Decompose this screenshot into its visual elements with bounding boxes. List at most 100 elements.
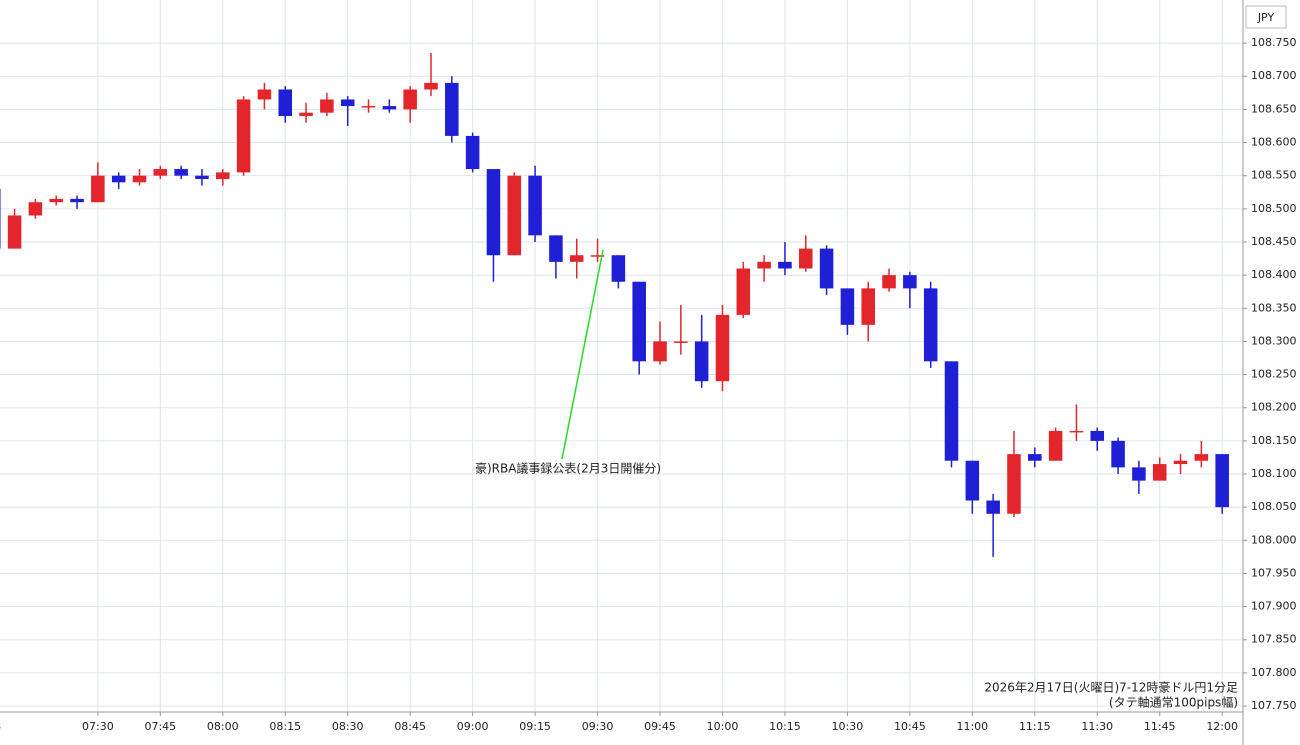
x-tick-label: 10:30 xyxy=(832,720,864,733)
candle-body xyxy=(861,288,875,325)
x-tick-label: 08:00 xyxy=(207,720,239,733)
annotation: 豪)RBA議事録公表(2月3日開催分) xyxy=(475,461,661,476)
x-tick-label: 10:15 xyxy=(769,720,801,733)
y-tick-label: 108.050 xyxy=(1251,500,1297,513)
y-tick-label: 108.500 xyxy=(1251,202,1297,215)
candle-body xyxy=(49,198,63,203)
candle-body xyxy=(382,106,397,110)
x-tick-label: 08:45 xyxy=(394,720,426,733)
candle-body xyxy=(1069,430,1084,433)
candle-body xyxy=(445,82,459,136)
candle-body xyxy=(590,255,605,257)
candle-body xyxy=(111,175,126,183)
x-tick-label: 11:15 xyxy=(1019,720,1051,733)
candle-body xyxy=(403,89,417,110)
candle-body xyxy=(132,175,147,183)
y-tick-label: 107.800 xyxy=(1251,666,1297,679)
y-tick-label: 108.400 xyxy=(1251,268,1297,281)
candle-body xyxy=(715,314,730,382)
y-tick-label: 108.650 xyxy=(1251,102,1297,115)
candle-body xyxy=(257,89,272,100)
x-tick-label: 08:15 xyxy=(269,720,301,733)
y-tick-label: 107.950 xyxy=(1251,566,1297,579)
candle-body xyxy=(944,361,959,461)
candle-body xyxy=(299,112,313,117)
y-tick-label: 108.000 xyxy=(1251,533,1297,546)
y-tick-label: 108.600 xyxy=(1251,136,1297,149)
x-tick-label: 12:00 xyxy=(1206,720,1238,733)
y-tick-label: 108.450 xyxy=(1251,235,1297,248)
candle-body xyxy=(1111,440,1125,468)
y-tick-label: 108.150 xyxy=(1251,434,1297,447)
candle-body xyxy=(91,175,105,203)
candle-body xyxy=(569,255,584,262)
y-tick-label: 108.100 xyxy=(1251,467,1297,480)
candle-body xyxy=(7,215,22,249)
y-tick-label: 108.200 xyxy=(1251,401,1297,414)
y-tick-label: 107.750 xyxy=(1251,699,1297,712)
x-tick-label: 10:45 xyxy=(894,720,926,733)
candle-body xyxy=(195,175,209,179)
currency-label: JPY xyxy=(1257,11,1275,24)
y-tick-label: 107.900 xyxy=(1251,600,1297,613)
candle-body xyxy=(507,175,522,256)
candle-body xyxy=(1090,430,1105,441)
candle-body xyxy=(1194,454,1209,461)
y-tick-label: 108.750 xyxy=(1251,36,1297,49)
y-tick-label: 108.550 xyxy=(1251,169,1297,182)
candle-body xyxy=(340,99,355,107)
candle-body xyxy=(923,288,938,362)
y-tick-label: 108.300 xyxy=(1251,334,1297,347)
x-tick-label: 08:30 xyxy=(332,720,364,733)
candle-body xyxy=(757,261,771,269)
x-tick-label: 09:15 xyxy=(519,720,551,733)
candle-body xyxy=(778,261,792,269)
caption: 2026年2月17日(火曜日)7-12時豪ドル円1分足 xyxy=(984,680,1238,695)
candle-body xyxy=(986,500,1000,514)
currency-box xyxy=(1245,5,1287,29)
x-tick-label: 09:45 xyxy=(644,720,676,733)
candle-body xyxy=(1215,454,1229,508)
y-tick-label: 108.250 xyxy=(1251,368,1297,381)
candle-body xyxy=(153,169,168,176)
candle-body xyxy=(632,281,646,362)
x-tick-label: 09:00 xyxy=(457,720,489,733)
candle-body xyxy=(1048,430,1063,461)
candle-body xyxy=(465,135,480,170)
annotation-line xyxy=(561,249,604,460)
candle-body xyxy=(486,169,501,256)
candle-body xyxy=(611,255,626,282)
candle-body xyxy=(1152,464,1167,481)
x-tick-label: 07:03 xyxy=(0,720,1,733)
candle-body xyxy=(424,82,438,90)
candle-body xyxy=(798,248,813,269)
y-tick-label: 107.850 xyxy=(1251,633,1297,646)
y-tick-label: 108.700 xyxy=(1251,69,1297,82)
y-tick-label: 108.350 xyxy=(1251,301,1297,314)
candle-body xyxy=(1132,467,1146,481)
x-tick-label: 10:00 xyxy=(707,720,739,733)
candle-body xyxy=(819,248,834,289)
grid xyxy=(0,0,1243,712)
candle-body xyxy=(549,235,563,262)
candle-body xyxy=(965,460,980,501)
candle-body xyxy=(694,341,709,382)
candle-body xyxy=(653,341,667,362)
candle-body xyxy=(236,99,251,173)
candle-body xyxy=(1007,454,1021,514)
x-tick-label: 11:30 xyxy=(1081,720,1113,733)
candle-body xyxy=(0,188,1,249)
candle-body xyxy=(278,89,293,117)
candle-body xyxy=(216,172,230,179)
candle-body xyxy=(882,275,896,289)
candle-body xyxy=(28,202,43,216)
candle-body xyxy=(1028,454,1042,461)
candle-body xyxy=(70,198,84,203)
candle-body xyxy=(361,106,376,108)
x-tick-label: 11:45 xyxy=(1144,720,1176,733)
x-tick-label: 11:00 xyxy=(956,720,988,733)
candles xyxy=(0,53,1229,557)
candle-body xyxy=(1173,460,1188,465)
x-tick-label: 07:30 xyxy=(82,720,114,733)
